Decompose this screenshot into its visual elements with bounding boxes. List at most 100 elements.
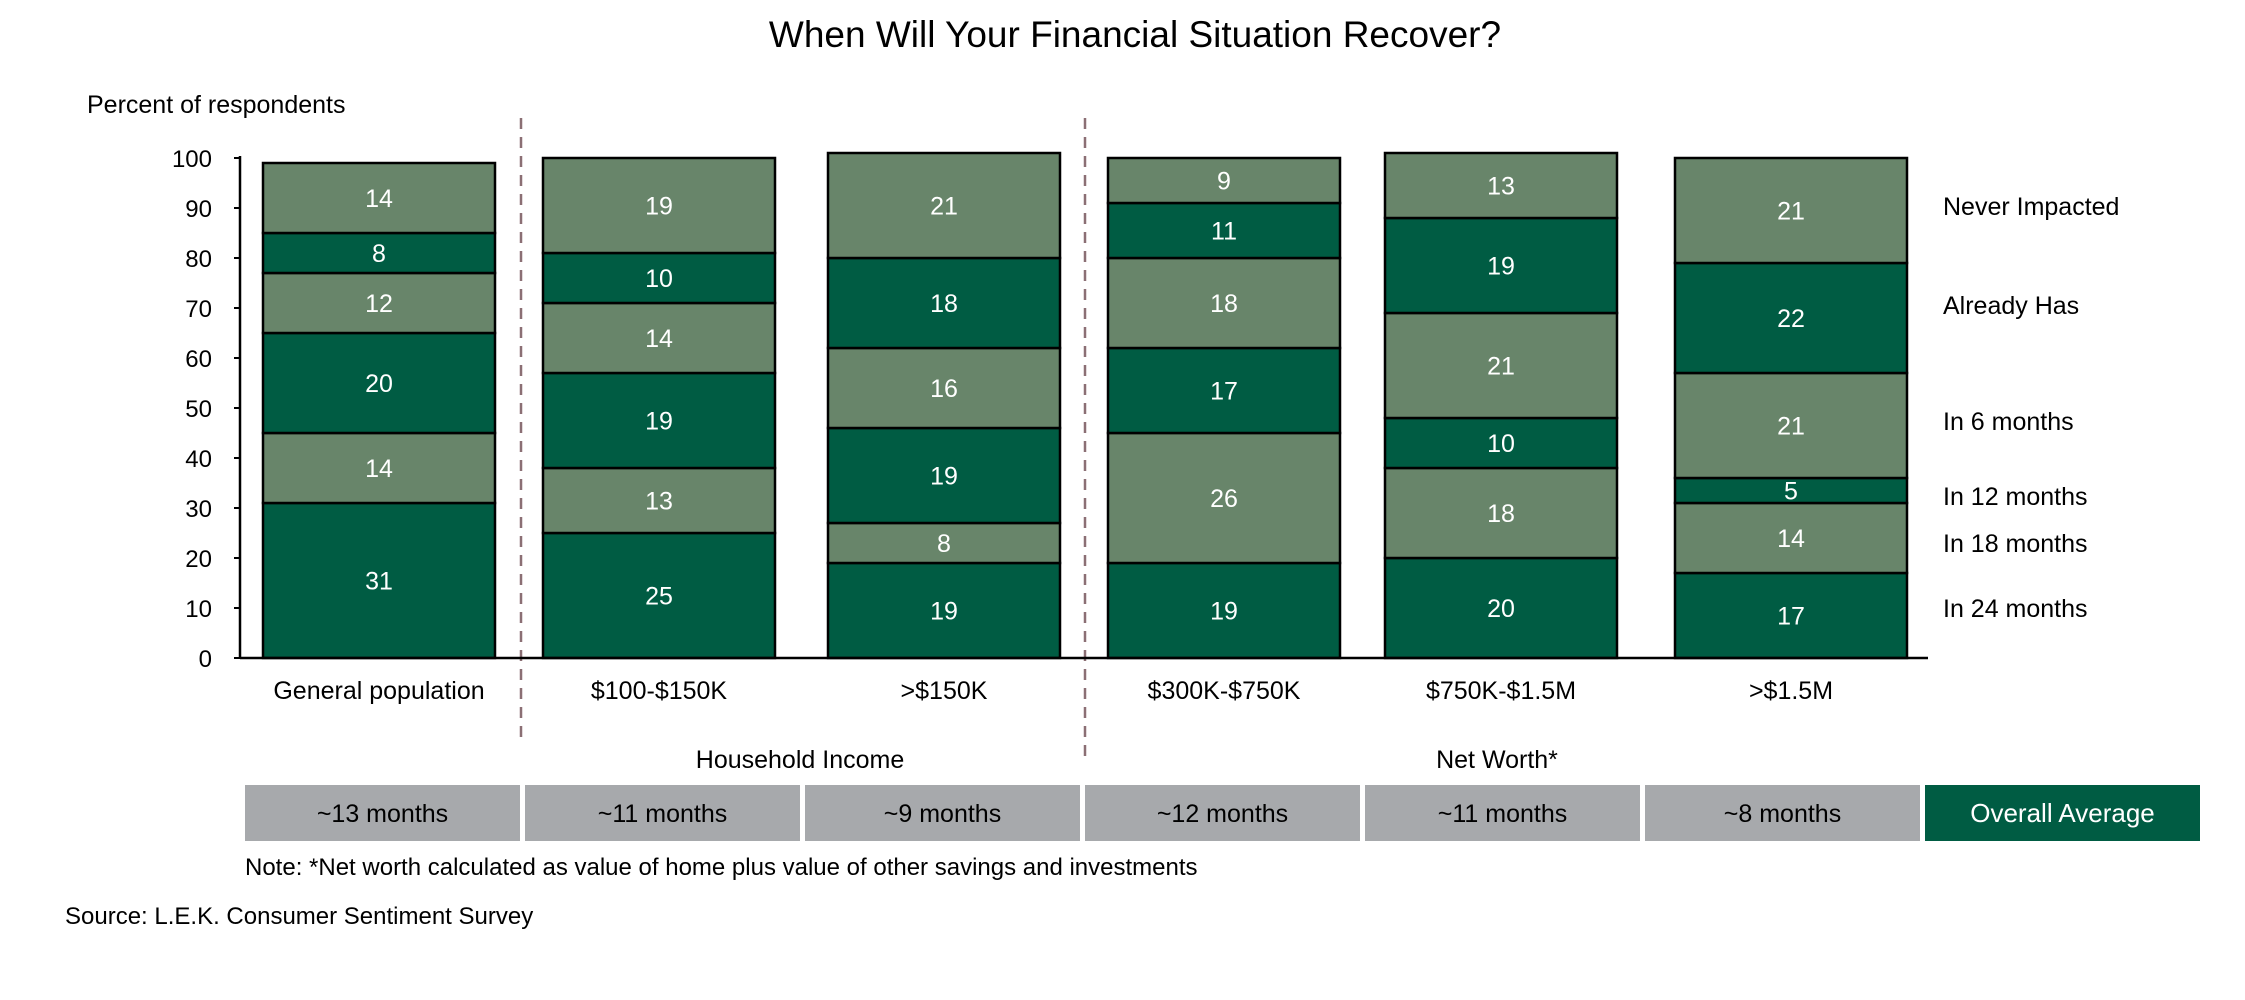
y-tick-label: 100 xyxy=(172,146,212,173)
average-box xyxy=(245,785,520,841)
data-label: 17 xyxy=(1210,378,1238,406)
bars-layer xyxy=(261,151,1909,660)
labels-layer: 31 14 20 12 8 14 General population 25 13 19 14 10 1… xyxy=(273,168,1833,775)
axes-layer: 0 10 20 30 40 50 60 70 80 90 100 xyxy=(172,146,1928,673)
bar-segment-in-12-months xyxy=(541,371,777,470)
bar-segment-in-24-months xyxy=(826,561,1062,660)
y-tick-label: 90 xyxy=(185,196,212,223)
data-label: 20 xyxy=(365,370,393,398)
bar-segment-in-12-months xyxy=(1106,346,1342,435)
bar-segment-in-6-months xyxy=(261,271,497,335)
bar-segment-already-has xyxy=(261,231,497,275)
bar-segment-never-impacted xyxy=(1673,156,1909,265)
bar-segment-already-has xyxy=(1673,261,1909,375)
data-label: 21 xyxy=(1487,353,1515,381)
average-box xyxy=(1645,785,1920,841)
data-label: 19 xyxy=(1487,253,1515,281)
data-label: 19 xyxy=(645,408,673,436)
legend-entry: In 18 months xyxy=(1943,530,2088,558)
data-label: 13 xyxy=(1487,173,1515,201)
y-tick-label: 40 xyxy=(185,446,212,473)
bar-segment-already-has xyxy=(1383,216,1619,315)
bar-segment-never-impacted xyxy=(1383,151,1619,220)
bar-segment-already-has xyxy=(1106,201,1342,260)
y-tick-label: 0 xyxy=(199,646,212,673)
data-label: 9 xyxy=(1217,168,1231,196)
average-value: ~13 months xyxy=(317,800,448,828)
bar-segment-in-6-months xyxy=(1106,256,1342,350)
x-tick-label: $750K-$1.5M xyxy=(1426,677,1576,705)
average-value: ~11 months xyxy=(598,800,727,828)
legend-entry: Already Has xyxy=(1943,292,2079,320)
data-label: 14 xyxy=(365,455,393,483)
x-tick-label: >$1.5M xyxy=(1749,677,1833,705)
data-label: 13 xyxy=(645,488,673,516)
x-tick-label: >$150K xyxy=(901,677,988,705)
y-tick-label: 50 xyxy=(185,396,212,423)
average-box xyxy=(1365,785,1640,841)
data-label: 17 xyxy=(1777,603,1805,631)
data-label: 10 xyxy=(645,265,673,293)
bar-segment-in-12-months xyxy=(826,426,1062,525)
data-label: 14 xyxy=(365,185,393,213)
data-label: 12 xyxy=(365,290,393,318)
bar-segment-in-24-months xyxy=(1106,561,1342,660)
data-label: 16 xyxy=(930,375,958,403)
data-label: 10 xyxy=(1487,430,1515,458)
data-label: 19 xyxy=(930,598,958,626)
bar-segment-in-24-months xyxy=(541,531,777,660)
data-label: 21 xyxy=(1777,198,1805,226)
bar-segment-in-18-months xyxy=(1106,431,1342,565)
legend-layer: Never Impacted Already Has In 6 months In 1… xyxy=(1943,193,2119,623)
average-box xyxy=(525,785,800,841)
bar-segment-in-24-months xyxy=(1673,571,1909,660)
data-label: 11 xyxy=(1211,218,1237,246)
data-label: 18 xyxy=(930,290,958,318)
bar-segment-in-18-months xyxy=(1383,466,1619,560)
bar-segment-in-18-months xyxy=(541,466,777,535)
data-label: 21 xyxy=(930,193,958,221)
y-tick-label: 60 xyxy=(185,346,212,373)
data-label: 14 xyxy=(1777,525,1805,553)
data-label: 21 xyxy=(1777,413,1805,441)
y-tick-label: 80 xyxy=(185,246,212,273)
averages-row: ~13 months ~11 months ~9 months ~12 months ~… xyxy=(245,785,2200,841)
data-label: 19 xyxy=(645,193,673,221)
bar-segment-in-18-months xyxy=(1673,501,1909,575)
data-label: 26 xyxy=(1210,485,1238,513)
y-tick-label: 20 xyxy=(185,546,212,573)
bar-segment-in-12-months xyxy=(1383,416,1619,470)
legend-entry: In 12 months xyxy=(1943,483,2088,511)
data-label: 8 xyxy=(937,530,951,558)
legend-entry: Never Impacted xyxy=(1943,193,2119,221)
data-label: 19 xyxy=(930,463,958,491)
bar-segment-in-6-months xyxy=(826,346,1062,430)
overall-average-box xyxy=(1925,785,2200,841)
data-label: 5 xyxy=(1784,478,1798,506)
x-tick-label: General population xyxy=(273,677,484,705)
bar-segment-in-6-months xyxy=(1383,311,1619,420)
y-axis-label: Percent of respondents xyxy=(87,91,346,119)
data-label: 19 xyxy=(1210,598,1238,626)
bar-segment-already-has xyxy=(826,256,1062,350)
dividers-layer xyxy=(519,118,1087,756)
group-label: Net Worth* xyxy=(1436,746,1558,774)
bar-segment-in-18-months xyxy=(261,431,497,505)
note-text: Note: *Net worth calculated as value of … xyxy=(245,854,1198,881)
x-tick-label: $300K-$750K xyxy=(1148,677,1301,705)
bar-segment-in-6-months xyxy=(541,301,777,375)
average-box xyxy=(805,785,1080,841)
data-label: 8 xyxy=(372,240,386,268)
average-value: ~9 months xyxy=(884,800,1001,828)
data-label: 18 xyxy=(1487,500,1515,528)
y-tick-label: 70 xyxy=(185,296,212,323)
data-label: 14 xyxy=(645,325,673,353)
bar-segment-never-impacted xyxy=(826,151,1062,260)
bar-segment-never-impacted xyxy=(541,156,777,255)
bar-segment-never-impacted xyxy=(261,161,497,235)
legend-entry: In 24 months xyxy=(1943,595,2088,623)
average-value: ~8 months xyxy=(1724,800,1841,828)
legend-entry: In 6 months xyxy=(1943,408,2074,436)
group-label: Household Income xyxy=(696,746,904,774)
